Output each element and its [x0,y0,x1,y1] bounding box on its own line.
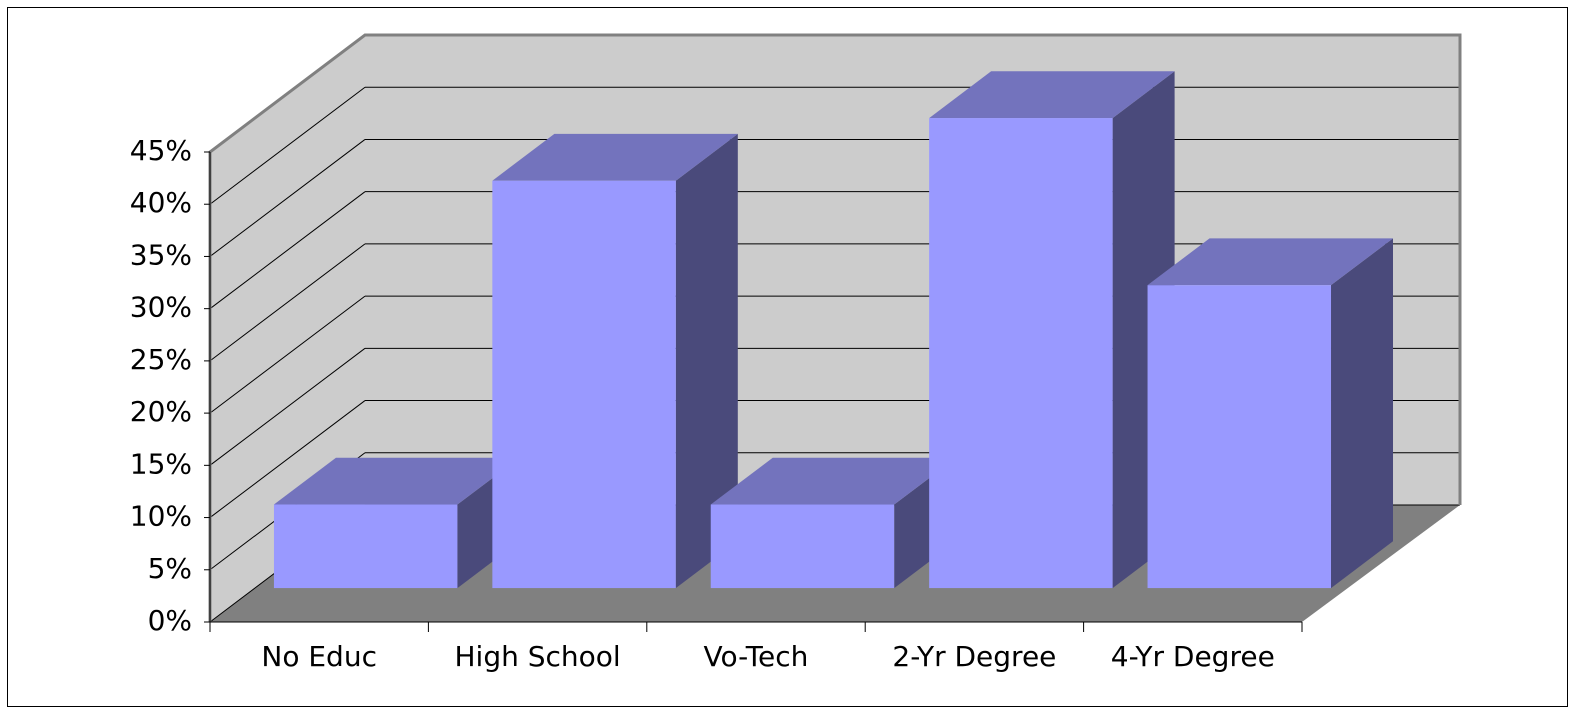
grid-line [209,191,366,310]
grid-line [209,347,366,466]
bar-top [710,457,957,505]
grid-line [209,400,366,518]
y-tick-label: 25% [130,343,192,376]
bar-top [929,71,1175,119]
grid-line [209,139,366,257]
y-tick-label: 45% [130,134,192,167]
bar-side [675,133,738,589]
grid-line [209,243,366,362]
bar [492,180,676,589]
bar [710,504,895,589]
grid-line [209,295,366,414]
x-tick-label: 2-Yr Degree [892,640,1056,673]
x-tick-label: 4-Yr Degree [1111,640,1275,673]
bar [273,504,458,589]
y-tick-label: 0% [148,604,192,637]
bars [273,71,1394,589]
bar-top [492,133,738,181]
bar-side [1331,238,1394,589]
y-tick-label: 30% [130,291,192,324]
y-tick-label: 20% [130,395,192,428]
y-tick-label: 5% [148,552,192,585]
y-tick-label: 40% [130,186,192,219]
y-tick-label: 15% [130,447,192,480]
grid-line [209,86,366,205]
x-tick-label: No Educ [261,640,377,673]
y-tick-label: 10% [130,500,192,533]
y-tick-label: 35% [130,238,192,271]
bar [929,118,1113,589]
x-tick-label: Vo-Tech [704,640,809,673]
bar-top [1147,238,1394,286]
bar [1147,285,1332,589]
x-tick-label: High School [454,640,620,673]
bar-top [273,457,520,505]
